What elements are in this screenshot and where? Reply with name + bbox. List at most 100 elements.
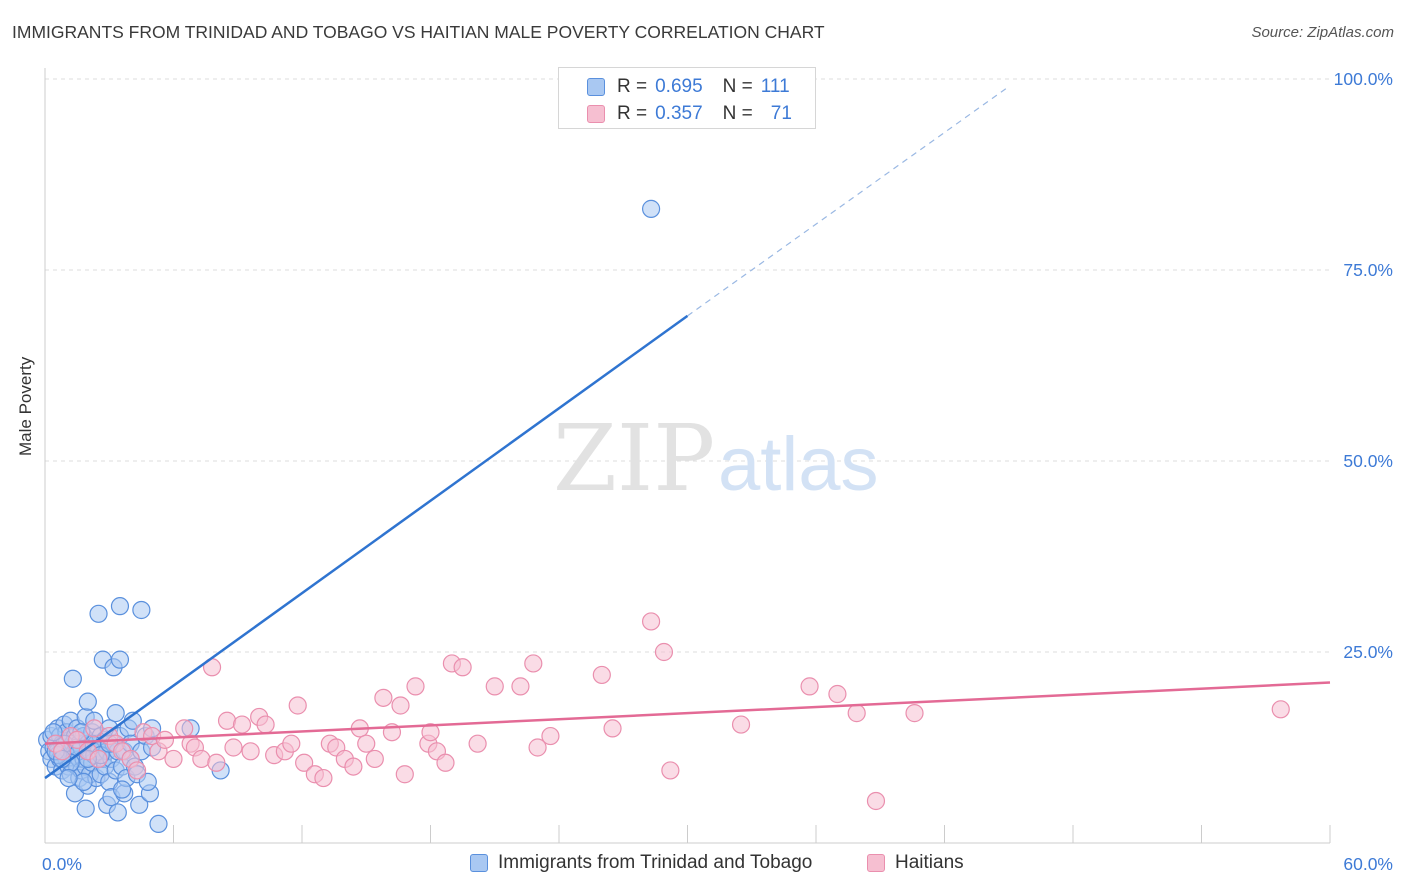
haitian-point [224,738,243,757]
haitian-point [541,726,560,746]
legend-label-trinidad: Immigrants from Trinidad and Tobago [498,852,813,873]
haitian-point [421,723,440,742]
legend-row-trinidad: R = 0.695 N = 111 [587,74,810,100]
y-tick-label: 25.0% [1343,642,1393,662]
trinidad-point [76,799,95,818]
haitian-point [395,765,414,784]
source-label: Source: ZipAtlas.com [1251,24,1394,41]
r-label: R = [617,103,648,124]
haitian-point [53,742,72,761]
chart-title: IMMIGRANTS FROM TRINIDAD AND TOBAGO VS H… [12,22,825,42]
haitian-point [85,719,104,738]
haitian-point [217,711,237,730]
haitian-point [344,757,363,776]
r-value: 0.357 [655,103,703,124]
y-tick-label: 75.0% [1343,260,1393,280]
watermark-atlas: atlas [718,422,879,507]
haitian-point [641,612,661,631]
haitian-point [232,715,252,734]
axes [44,68,1331,844]
haitian-point [800,677,819,696]
trinidad-point [89,604,108,623]
trinidad-point [110,650,130,669]
watermark: ZIP atlas [553,405,879,512]
haitian-point [314,768,333,788]
trinidad-point [78,692,97,711]
haitian-point [241,742,260,761]
legend-item-trinidad[interactable]: Immigrants from Trinidad and Tobago [470,852,812,874]
haitian-point [406,677,425,696]
haitian-point [905,704,924,723]
legend-swatch-pink [867,854,885,872]
haitian-point [603,719,622,738]
trinidad-point [110,597,130,616]
haitian-point [528,738,547,757]
haitian-trend-line [44,681,1331,745]
haitian-point [654,642,674,662]
haitian-point [127,761,147,780]
trinidad-point [132,600,151,620]
haitian-point [485,677,504,696]
correlation-legend: R = 0.695 N = 111 R = 0.357 N = 71 [558,67,816,129]
trinidad-point [112,780,132,799]
haitian-point [828,684,847,704]
y-tick-label: 100.0% [1334,69,1393,89]
series-haitian-points [46,612,1290,811]
x-tick-labels: 0.0% 60.0% [42,854,1393,874]
trinidad-point [59,768,78,788]
legend-label-haitian: Haitians [895,852,964,873]
haitian-point [731,715,751,734]
legend-swatch-pink [587,105,605,123]
x-tick-label: 60.0% [1343,854,1393,874]
legend-swatch-blue [587,78,605,96]
trinidad-point [130,795,149,814]
haitian-point [436,753,455,772]
haitian-point [256,715,275,734]
haitian-point [295,753,314,772]
haitian-point [391,696,410,715]
watermark-zip: ZIP [553,405,715,512]
n-value: 71 [770,103,792,124]
haitian-point [1271,700,1290,719]
haitian-point [282,734,301,753]
haitian-point [68,730,87,749]
trinidad-point [74,772,93,791]
n-value: 111 [760,76,790,97]
haitian-point [175,719,194,738]
haitian-point [207,753,226,772]
x-tick-label: 0.0% [42,854,82,874]
trinidad-point [63,669,82,688]
legend-swatch-blue [470,854,488,872]
haitian-point [524,654,543,673]
gridlines [45,78,1330,653]
legend-item-haitian[interactable]: Haitians [867,852,964,874]
haitian-point [866,791,886,811]
trinidad-point [138,772,157,791]
haitian-point [847,704,866,723]
y-tick-labels: 25.0% 50.0% 75.0% 100.0% [1334,69,1393,662]
trinidad-trend-line [44,314,689,780]
trend-lines [44,86,1331,780]
haitian-point [453,658,472,677]
trinidad-point [149,814,168,834]
series-trinidad-points [38,199,661,834]
haitian-point [192,749,211,769]
n-label: N = [722,103,753,124]
haitian-point [374,688,393,707]
legend-row-haitian: R = 0.357 N = 71 [587,101,812,127]
haitian-point [357,734,376,753]
haitian-point [468,734,487,753]
haitian-point [164,749,183,769]
haitian-point [365,749,384,769]
haitian-point [511,677,530,696]
y-tick-label: 50.0% [1343,451,1393,471]
haitian-point [288,696,307,715]
r-label: R = [617,76,648,97]
trinidad-point [106,704,125,723]
r-value: 0.695 [655,76,703,97]
series-legend: Immigrants from Trinidad and Tobago Hait… [0,852,1406,878]
haitian-point [661,761,680,780]
haitian-point [155,730,175,749]
trinidad-point [641,199,661,218]
